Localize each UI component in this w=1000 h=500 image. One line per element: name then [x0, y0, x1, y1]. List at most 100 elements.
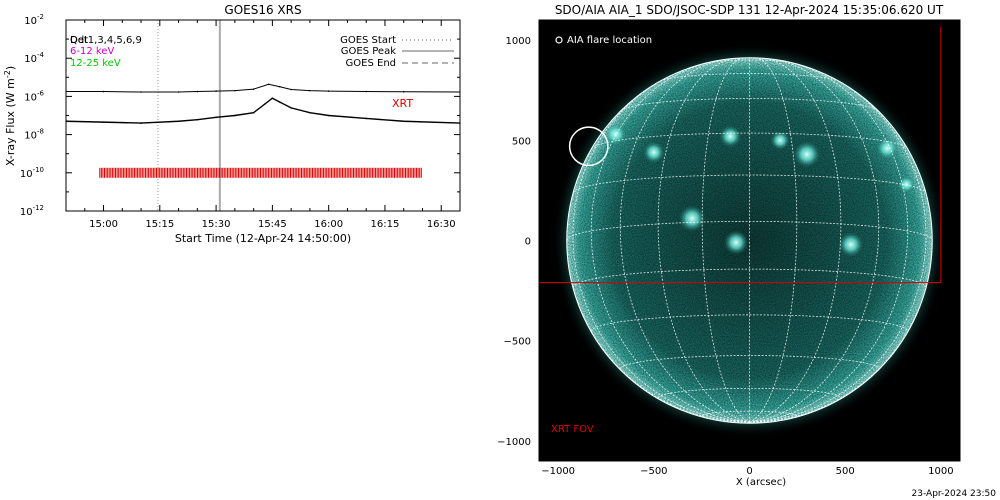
- aia-active-region: [793, 140, 821, 168]
- goes-x-tick-label: 16:15: [371, 219, 400, 230]
- goes-y-axis: 10-2 10-4 10-6 10-8 10-10 10-12: [20, 13, 460, 218]
- aia-active-region: [897, 175, 916, 194]
- goes-start-legend-label: GOES Start: [340, 35, 396, 46]
- goes-detector-label: Det1,3,4,5,6,9: [70, 35, 142, 46]
- goes-y-tick-label: 10-12: [20, 204, 44, 218]
- goes-series-2-point: [234, 114, 236, 117]
- goes-x-axis: 15:00 15:15 15:30 15:45 16:00 16:15 16:30: [65, 20, 461, 230]
- goes-detector-overlay: Qdt: [70, 35, 88, 46]
- aia-grid-line: [749, 58, 880, 423]
- goes-series-1-point: [309, 89, 311, 92]
- goes-plot-frame: [65, 19, 461, 212]
- aia-active-region: [876, 137, 899, 160]
- goes-series-2-point: [252, 111, 255, 114]
- aia-active-region: [678, 205, 706, 232]
- goes-series-2-point: [102, 121, 105, 123]
- goes-series-2-point: [196, 118, 199, 121]
- goes-y-tick-label: 10-4: [24, 51, 44, 65]
- aia-flare-location-marker: [568, 126, 609, 167]
- xrt-fov-label: XRT FOV: [551, 424, 594, 435]
- aia-image-area: AIA flare location XRT FOV: [539, 20, 960, 461]
- aia-grid-line: [657, 57, 750, 423]
- footer-timestamp: 23-Apr-2024 23:50: [912, 489, 997, 499]
- goes-series-1-point: [140, 91, 142, 93]
- aia-grid-line: [621, 98, 878, 111]
- goes-series-1-point: [196, 90, 199, 93]
- aia-grid-line: [619, 58, 750, 423]
- aia-y-tick-label: −1000: [497, 437, 531, 448]
- aia-grid-line: [749, 60, 909, 423]
- aia-y-tick-label: 500: [512, 136, 531, 147]
- goes-series-1-point: [102, 90, 105, 93]
- aia-y-tick-label: 1000: [506, 36, 531, 47]
- goes-peak-legend-label: GOES Peak: [341, 46, 396, 57]
- goes-xrt-annotation: XRT: [392, 97, 413, 110]
- goes-series-2-point: [309, 111, 311, 114]
- aia-active-region: [838, 232, 864, 257]
- aia-legend-label: AIA flare location: [567, 35, 652, 46]
- goes-series-1-point: [402, 90, 405, 93]
- goes-series-2-point: [402, 120, 405, 123]
- aia-active-region: [604, 123, 627, 146]
- goes-energy-high-label: 12-25 keV: [70, 58, 121, 69]
- goes-series-1-point: [234, 89, 236, 92]
- goes-series-1-point: [215, 90, 217, 92]
- goes-x-tick-label: 15:15: [145, 219, 174, 230]
- goes-end-legend-label: GOES End: [346, 58, 396, 69]
- aia-grid-line: [572, 174, 927, 193]
- aia-x-tick-label: 500: [836, 466, 855, 477]
- aia-solar-limb: [566, 57, 933, 424]
- aia-grid-line: [749, 57, 798, 423]
- goes-series-1-point: [290, 88, 292, 91]
- aia-image-title: SDO/AIA AIA_1 SDO/JSOC-SDP 131 12-Apr-20…: [555, 3, 944, 17]
- goes-y-tick-label: 10-2: [24, 13, 44, 27]
- aia-active-region: [642, 141, 665, 164]
- goes-series-1-point: [279, 85, 281, 88]
- xrt-fov-box: [539, 20, 942, 284]
- goes-series-2-point: [327, 114, 330, 117]
- goes-event-legend: GOES Start GOES Peak GOES End: [340, 35, 454, 69]
- goes-x-tick-label: 16:30: [427, 219, 456, 230]
- goes-x-tick-label: 15:00: [89, 219, 118, 230]
- aia-grid-line: [749, 72, 927, 423]
- goes-detector-legend: Qdt Det1,3,4,5,6,9 6-12 keV 12-25 keV: [70, 35, 142, 69]
- goes-series-2-point: [365, 117, 367, 120]
- goes-series-1-point: [177, 91, 180, 93]
- goes-x-tick-label: 15:45: [258, 219, 287, 230]
- aia-grid-line: [572, 72, 750, 423]
- goes-energy-low-label: 6-12 keV: [70, 46, 114, 57]
- goes-series-2-point: [290, 107, 292, 109]
- goes-xrs-panel: GOES16 XRS 10-2 10-4 10-6 10-8 10-10 10-12 15…: [3, 3, 461, 245]
- aia-active-region: [719, 125, 742, 148]
- goes-series-2-point: [140, 122, 142, 124]
- goes-series-2-point: [271, 97, 274, 100]
- aia-x-axis-label: X (arcsec): [736, 477, 786, 488]
- goes-series-2-point: [264, 103, 266, 105]
- goes-series-2-point: [279, 101, 281, 103]
- aia-x-tick-label: −500: [640, 466, 667, 477]
- goes-series-line-1: [66, 83, 460, 93]
- aia-x-tick-label: 1000: [928, 466, 953, 477]
- goes-y-tick-label: 10-10: [20, 166, 44, 180]
- aia-x-axis: −1000 −500 0 500 1000: [538, 20, 961, 477]
- goes-x-axis-label: Start Time (12-Apr-24 14:50:00): [175, 232, 351, 245]
- goes-series-2-point: [177, 120, 180, 123]
- aia-legend-marker-icon: [555, 36, 563, 44]
- aia-image-panel: SDO/AIA AIA_1 SDO/JSOC-SDP 131 12-Apr-20…: [497, 3, 961, 488]
- goes-series-1-point: [252, 88, 255, 90]
- aia-grid-line: [591, 132, 908, 149]
- goes-xrt-observation-marks: [99, 167, 422, 178]
- goes-series-1-point: [365, 90, 367, 93]
- goes-y-axis-label: X-ray Flux (W m-2): [3, 66, 17, 166]
- goes-x-tick-label: 16:00: [314, 219, 343, 230]
- aia-y-axis: −1000 −500 0 500 1000: [497, 19, 960, 462]
- goes-series-2-point: [215, 116, 217, 119]
- aia-active-region: [770, 130, 790, 150]
- goes-series-1-point: [267, 83, 270, 86]
- aia-x-tick-label: 0: [746, 466, 752, 477]
- goes-y-tick-label: 10-6: [24, 89, 44, 103]
- goes-chart-title: GOES16 XRS: [224, 3, 301, 17]
- aia-grid-line: [749, 57, 842, 423]
- aia-y-tick-label: 0: [525, 237, 531, 248]
